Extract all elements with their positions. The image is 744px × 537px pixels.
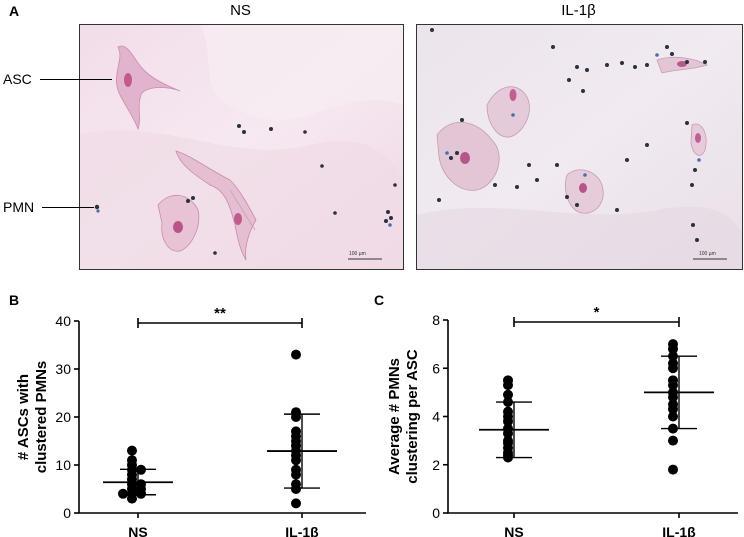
chart-c-y-label-line1: Average # PMNs	[386, 358, 403, 475]
ns-image-title: NS	[230, 2, 251, 19]
ns-scale-bar-label: 100 µm	[349, 251, 366, 257]
chart-b-y-label: # ASCs with clustered PMNs	[15, 361, 50, 474]
chart-c-y-tick-label: 6	[432, 360, 440, 376]
chart-c-significance-stars: *	[594, 304, 600, 321]
chart-b-y-tick-label: 20	[55, 409, 71, 425]
chart-c-data-point	[668, 411, 678, 422]
asc-callout-label: ASC	[3, 71, 32, 87]
il1b-scale-bar-label: 100 µm	[699, 251, 716, 257]
chart-b-y-label-line2: clustered PMNs	[33, 361, 50, 474]
chart-b-y-label-line1: # ASCs with	[15, 374, 32, 460]
chart-b-data-point	[291, 469, 301, 480]
panel-a-letter: A	[9, 3, 20, 19]
chart-c-x-tick-label: NS	[504, 524, 523, 537]
chart-b-y-tick-label: 40	[55, 313, 71, 329]
chart-c-data-point	[668, 392, 678, 403]
chart-b-y-tick-label: 30	[55, 361, 71, 377]
chart-c: 0 2 4 6 8 NS IL-1β Average # PMNs clustering per…	[386, 304, 738, 537]
chart-c-y-tick-label: 4	[432, 409, 440, 425]
chart-b-significance-stars: **	[214, 305, 226, 322]
chart-c-data-point	[503, 389, 513, 400]
chart-c-y-tick-label: 0	[432, 505, 440, 521]
chart-b-x-tick-label: NS	[128, 524, 147, 537]
chart-c-x-tick-label: IL-1β	[662, 524, 696, 537]
il1b-image-title: IL-1β	[561, 2, 596, 19]
chart-b-y-tick-label: 10	[55, 457, 71, 473]
pmn-callout-line	[42, 207, 94, 208]
chart-c-y-label-line2: clustering per ASC	[404, 349, 421, 484]
chart-c-y-tick-label: 8	[432, 312, 440, 328]
chart-b-data-point	[291, 349, 301, 360]
chart-b-data-point	[291, 455, 301, 466]
ns-micrograph	[79, 24, 404, 270]
chart-c-data-point	[668, 404, 678, 415]
ns-micrograph-drawing	[80, 25, 403, 269]
pmn-callout-label: PMN	[3, 199, 35, 215]
chart-c-data-point	[668, 435, 678, 446]
chart-c-y-tick-label: 2	[432, 457, 440, 473]
chart-c-data-point	[668, 380, 678, 391]
chart-c-data-point	[503, 416, 513, 427]
chart-b: 0 10 20 30 40 NS IL-1β # ASCs with clustered PMN…	[15, 305, 366, 537]
chart-c-data-point	[668, 343, 678, 354]
chart-c-data-point	[503, 380, 513, 391]
chart-b-data-point	[291, 484, 301, 494]
panel-b-letter: B	[9, 292, 20, 308]
chart-c-data-point	[668, 464, 678, 475]
chart-c-data-point	[668, 363, 678, 374]
panel-c-letter: C	[374, 292, 385, 308]
chart-c-y-label: Average # PMNs clustering per ASC	[386, 349, 421, 484]
asc-callout-line	[40, 79, 112, 80]
chart-b-data-point	[118, 488, 128, 499]
chart-b-data-point	[127, 493, 137, 504]
il1b-micrograph-drawing	[417, 25, 742, 269]
chart-b-data-point	[291, 498, 301, 509]
chart-b-x-tick-label: IL-1β	[285, 524, 319, 537]
chart-c-data-point	[503, 428, 513, 439]
chart-b-y-tick-label: 0	[63, 505, 71, 521]
chart-b-data-point	[127, 445, 137, 456]
il1b-micrograph	[416, 24, 743, 270]
